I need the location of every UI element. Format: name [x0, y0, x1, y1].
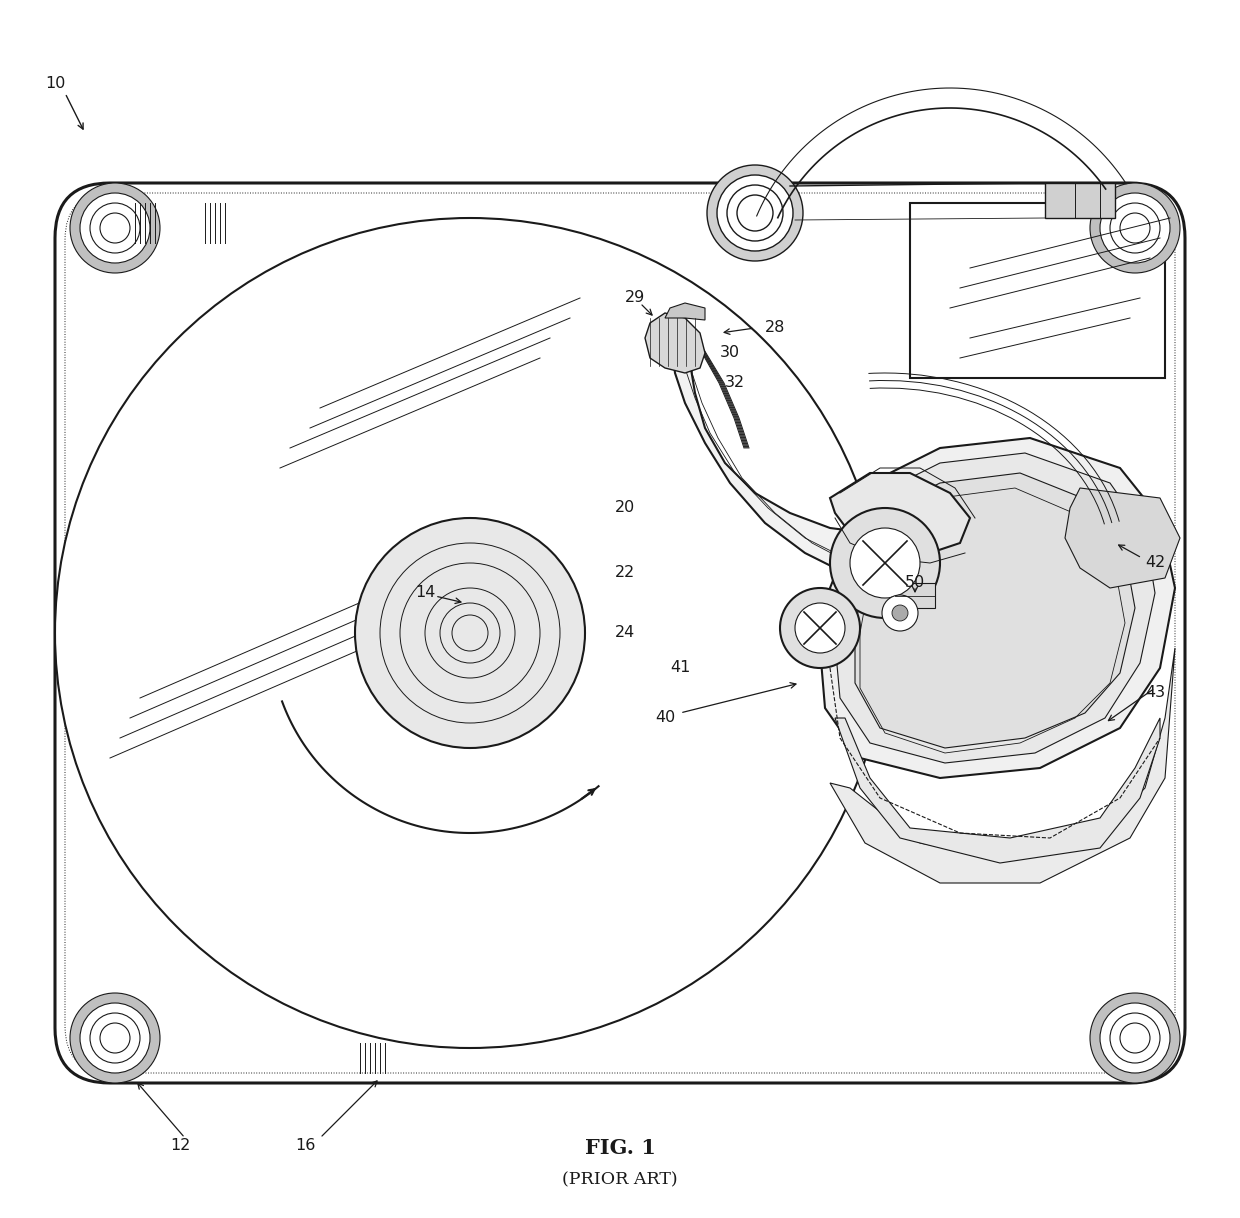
- Polygon shape: [665, 303, 706, 320]
- Circle shape: [717, 175, 794, 251]
- Polygon shape: [895, 583, 935, 608]
- Circle shape: [795, 603, 844, 653]
- Circle shape: [849, 527, 920, 598]
- Text: 43: 43: [1145, 686, 1166, 700]
- Text: 30: 30: [720, 346, 740, 361]
- Text: 20: 20: [615, 501, 635, 515]
- Text: 41: 41: [670, 660, 691, 676]
- Text: 28: 28: [765, 320, 785, 335]
- Circle shape: [81, 192, 150, 263]
- Circle shape: [91, 1013, 140, 1063]
- Circle shape: [69, 993, 160, 1083]
- Polygon shape: [820, 438, 1176, 778]
- Bar: [910, 203, 1166, 378]
- Circle shape: [737, 195, 773, 231]
- Text: 24: 24: [615, 626, 635, 641]
- Text: 10: 10: [45, 76, 66, 90]
- Text: 32: 32: [725, 375, 745, 391]
- Circle shape: [707, 164, 804, 261]
- Circle shape: [1110, 203, 1159, 253]
- Circle shape: [830, 508, 940, 618]
- Circle shape: [1100, 1002, 1171, 1073]
- Text: 14: 14: [415, 586, 435, 600]
- Circle shape: [81, 1002, 150, 1073]
- Circle shape: [1110, 1013, 1159, 1063]
- Polygon shape: [830, 473, 970, 553]
- Polygon shape: [835, 717, 1159, 864]
- Polygon shape: [672, 328, 910, 583]
- Circle shape: [1120, 213, 1149, 244]
- Circle shape: [1120, 1023, 1149, 1054]
- FancyBboxPatch shape: [55, 183, 1185, 1083]
- Polygon shape: [856, 473, 1135, 748]
- Circle shape: [355, 518, 585, 748]
- Circle shape: [892, 605, 908, 621]
- Circle shape: [780, 588, 861, 667]
- Text: 29: 29: [625, 291, 645, 306]
- Text: 40: 40: [655, 710, 676, 726]
- Polygon shape: [645, 313, 706, 373]
- Polygon shape: [830, 648, 1176, 883]
- Text: 50: 50: [905, 575, 925, 591]
- Text: 12: 12: [170, 1139, 191, 1153]
- Bar: [1045, 183, 1115, 218]
- Text: 22: 22: [615, 565, 635, 581]
- Circle shape: [100, 1023, 130, 1054]
- Circle shape: [100, 213, 130, 244]
- Circle shape: [55, 218, 885, 1047]
- Text: 16: 16: [295, 1139, 315, 1153]
- Text: (PRIOR ART): (PRIOR ART): [562, 1172, 678, 1189]
- Text: FIG. 1: FIG. 1: [584, 1138, 656, 1158]
- Polygon shape: [1065, 488, 1180, 588]
- Circle shape: [1090, 993, 1180, 1083]
- Circle shape: [882, 596, 918, 631]
- Circle shape: [91, 203, 140, 253]
- Circle shape: [727, 185, 782, 241]
- Circle shape: [1090, 183, 1180, 273]
- Text: 42: 42: [1145, 555, 1166, 570]
- Circle shape: [1100, 192, 1171, 263]
- Circle shape: [69, 183, 160, 273]
- Polygon shape: [835, 453, 1154, 762]
